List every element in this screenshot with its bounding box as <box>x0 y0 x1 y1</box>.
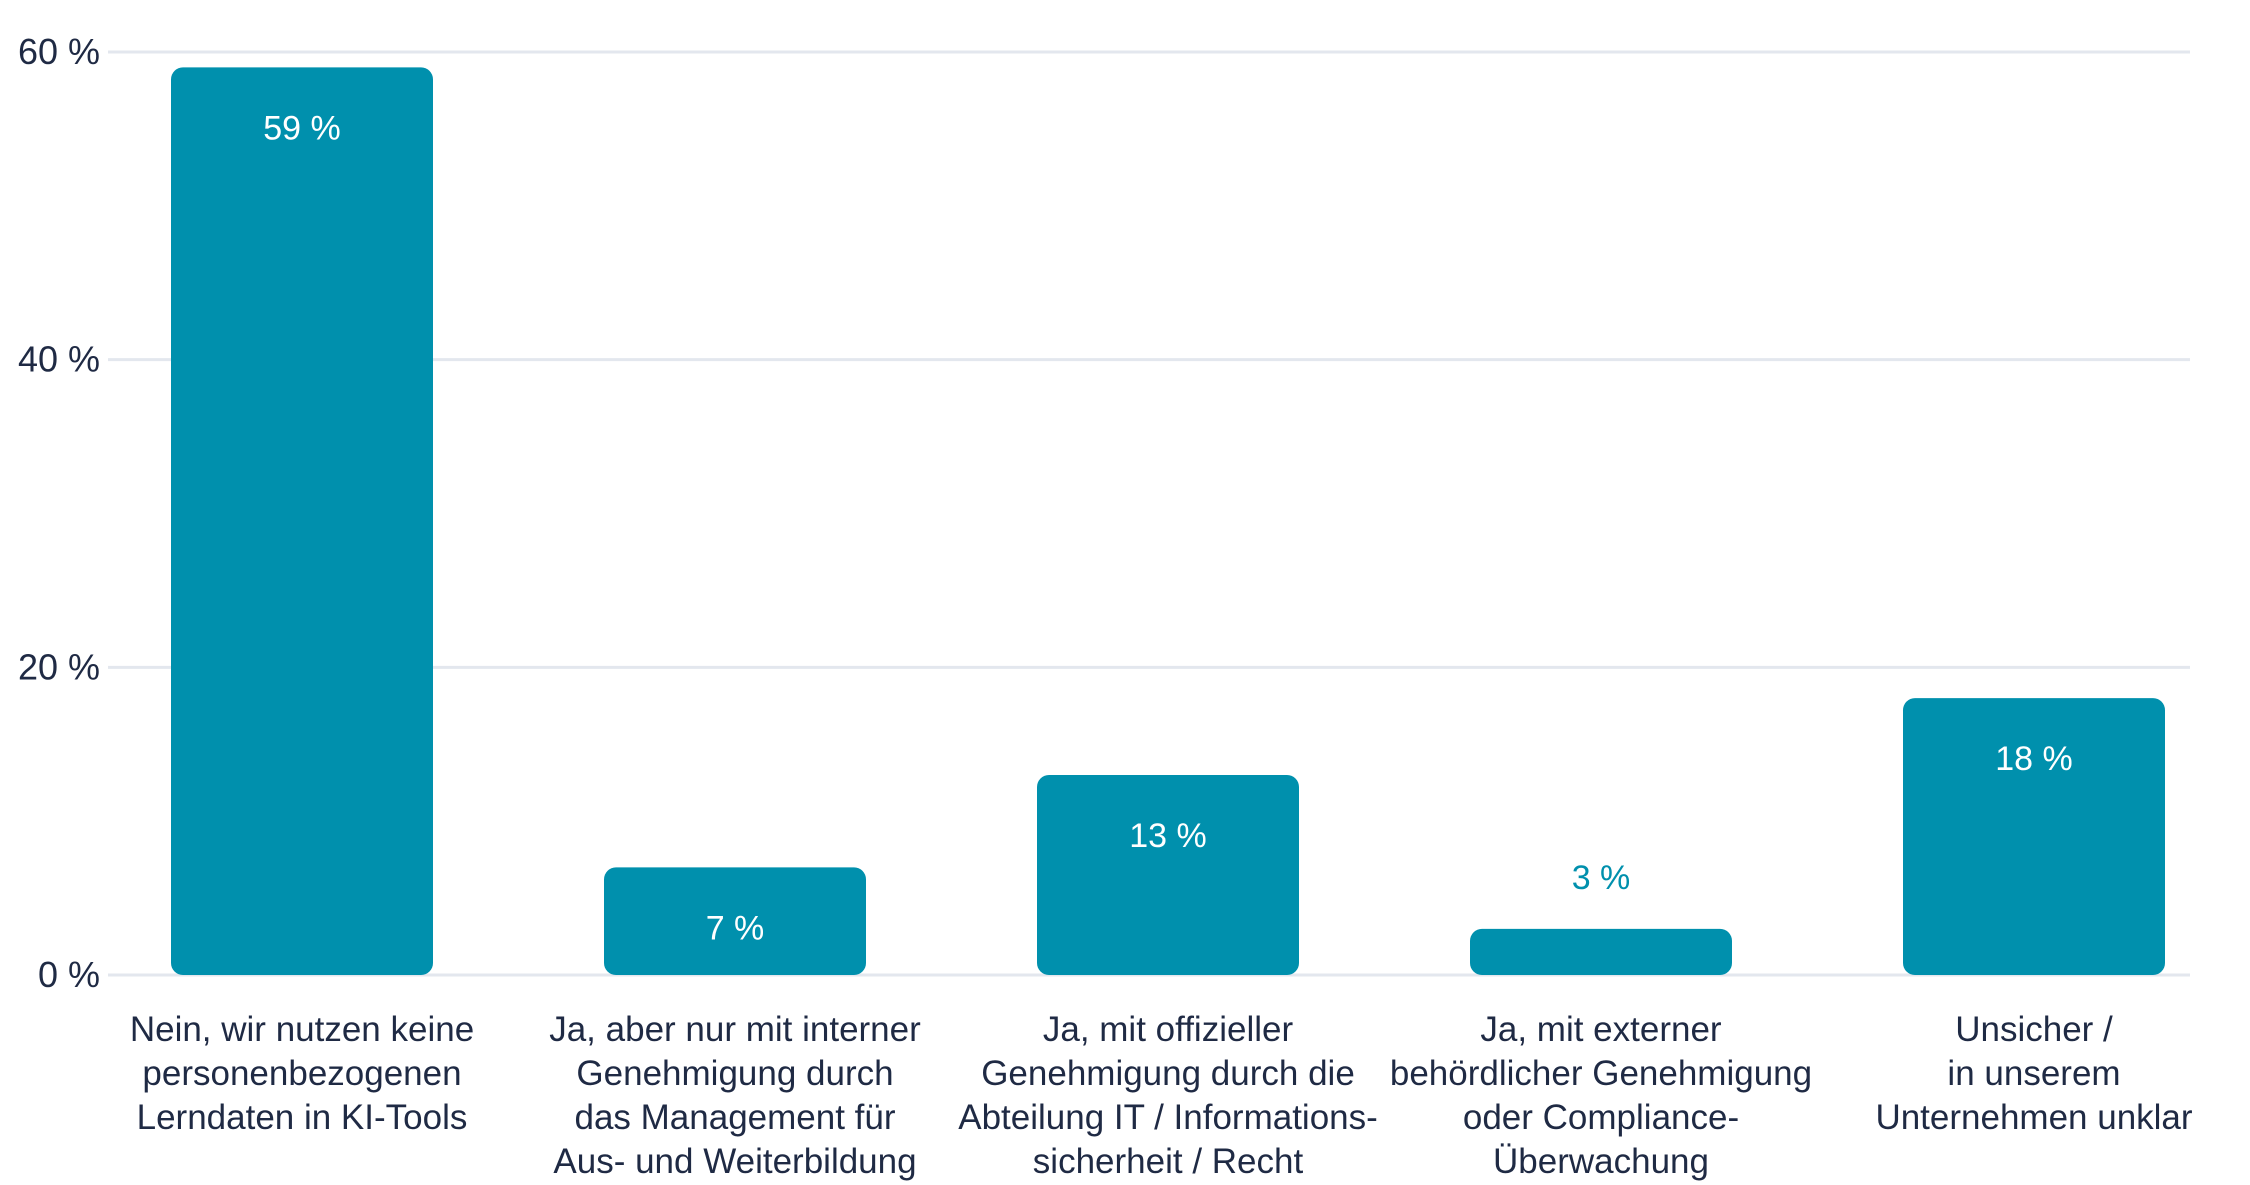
y-tick-label: 0 % <box>38 954 100 995</box>
x-category-label: Ja, mit offizieller Genehmigung durch di… <box>958 1010 1378 1181</box>
value-labels: 59 % 7 % 13 % 3 % 18 % <box>263 109 2073 947</box>
x-category-label: Ja, mit externer behördlicher Genehmigun… <box>1389 1010 1813 1181</box>
x-category-label: Ja, aber nur mit interner Genehmigung du… <box>549 1010 921 1181</box>
bars <box>171 67 2165 976</box>
y-axis-ticks: 0 % 20 % 40 % 60 % <box>18 31 100 995</box>
bar-value-label: 18 % <box>1995 740 2073 778</box>
bar <box>604 867 866 975</box>
y-tick-label: 20 % <box>18 646 100 687</box>
bar <box>1470 928 1732 975</box>
bar-value-label: 3 % <box>1572 859 1631 897</box>
x-category-label: Unsicher / in unserem Unternehmen unklar <box>1875 1010 2193 1137</box>
y-tick-label: 60 % <box>18 31 100 72</box>
bar <box>1037 775 1299 975</box>
bar <box>171 67 433 976</box>
bar-value-label: 13 % <box>1129 817 1207 855</box>
x-category-label: Nein, wir nutzen keine personenbezogenen… <box>129 1010 475 1137</box>
bar-value-label: 7 % <box>706 909 765 947</box>
y-tick-label: 40 % <box>18 339 100 380</box>
bar <box>1903 698 2165 975</box>
bar-value-label: 59 % <box>263 109 341 147</box>
